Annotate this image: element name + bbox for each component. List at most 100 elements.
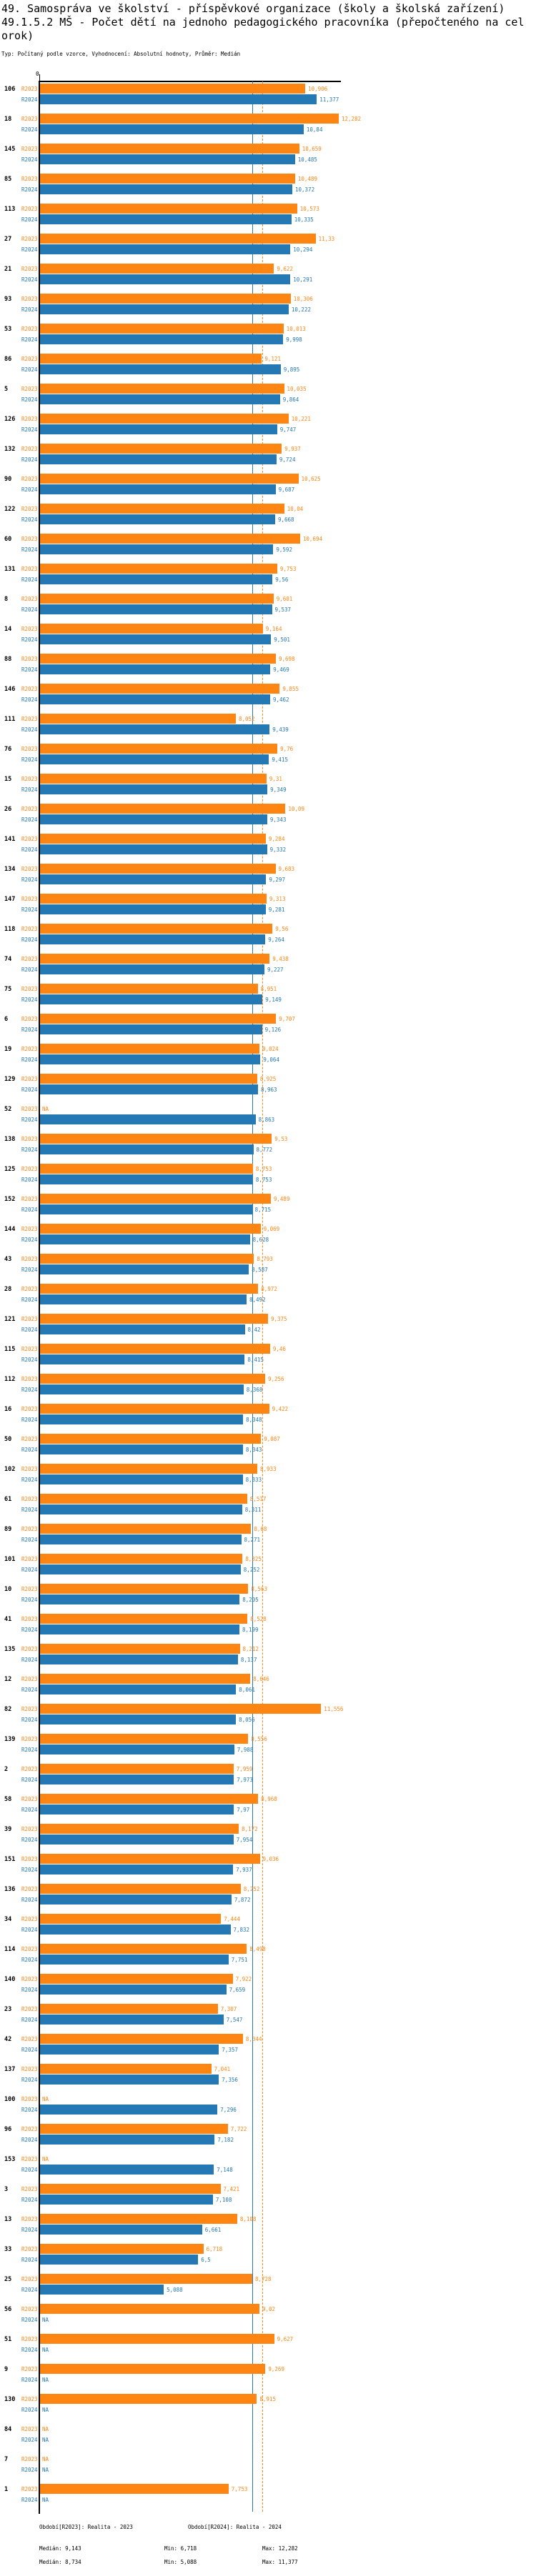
bar-group: 12 R2023 8,646 R2024 8,061	[0, 1673, 536, 1703]
series-label-r2023: R2023	[21, 2486, 38, 2492]
value-label-r2024: 7,97	[237, 1807, 250, 1813]
value-label-r2024: 8,963	[261, 1087, 277, 1093]
series-label-r2023: R2023	[21, 1826, 38, 1832]
group-id-label: 122	[4, 506, 16, 513]
group-id-label: 115	[4, 1346, 16, 1353]
series-label-r2023: R2023	[21, 86, 38, 92]
value-label-r2024: 8,368	[246, 1387, 263, 1393]
series-label-r2023: R2023	[21, 1646, 38, 1652]
group-id-label: 41	[4, 1616, 12, 1623]
group-id-label: 1	[4, 2486, 9, 2493]
value-label-r2024: 9,415	[272, 757, 288, 763]
bar-r2024	[40, 634, 272, 644]
value-label-r2023: 9,707	[279, 1016, 295, 1022]
bar-r2023	[40, 894, 267, 904]
value-label-r2024: 9,343	[269, 817, 287, 823]
bar-r2024	[40, 1804, 234, 1814]
series-label-r2024: R2024	[21, 847, 38, 853]
bar-r2023	[40, 1764, 234, 1774]
group-id-label: 27	[4, 236, 12, 243]
value-label-r2023: 9,683	[278, 866, 295, 872]
bar-group: 101 R2023 8,325 R2024 8,252	[0, 1553, 536, 1583]
value-label-r2024: 9,462	[273, 697, 289, 703]
group-id-label: 16	[4, 1406, 12, 1413]
value-label-r2024: 8,343	[245, 1447, 262, 1453]
bar-group: 122 R2023 10,04 R2024 9,668	[0, 503, 536, 533]
bar-group: 138 R2023 9,53 R2024 8,772	[0, 1133, 536, 1163]
bar-group: 145 R2023 10,659 R2024 10,485	[0, 143, 536, 173]
bar-r2024	[40, 784, 268, 794]
series-label-r2023: R2023	[21, 1436, 38, 1442]
value-label-r2023: 8,753	[255, 1166, 272, 1172]
series-label-r2024: R2024	[21, 1297, 38, 1303]
bar-group: 43 R2023 8,793 R2024 8,587	[0, 1253, 536, 1283]
bar-r2024	[40, 94, 317, 104]
group-id-label: 13	[4, 2216, 12, 2223]
series-label-r2023: R2023	[21, 746, 38, 752]
x-axis-line	[39, 81, 341, 82]
value-label-r2024: 10,84	[306, 126, 323, 133]
series-label-r2024: R2024	[21, 1267, 38, 1273]
bar-r2023	[40, 1374, 265, 1384]
bar-group: 3 R2023 7,421 R2024 7,108	[0, 2183, 536, 2213]
value-label-r2024: 7,182	[217, 2137, 234, 2143]
group-id-label: 101	[4, 1556, 16, 1563]
bar-group: 8 R2023 9,601 R2024 9,537	[0, 593, 536, 623]
series-label-r2023: R2023	[21, 1736, 38, 1742]
series-label-r2024: R2024	[21, 1897, 38, 1903]
value-label-r2024: 9,297	[269, 877, 285, 883]
value-label-r2024: 7,988	[237, 1747, 254, 1753]
series-label-r2023: R2023	[21, 176, 38, 182]
series-label-r2023: R2023	[21, 656, 38, 662]
series-label-r2024: R2024	[21, 1807, 38, 1813]
bar-r2024	[40, 2105, 218, 2115]
series-label-r2023: R2023	[21, 626, 38, 632]
na-label-r2023: NA	[42, 2456, 49, 2462]
value-label-r2024: 9,501	[274, 636, 290, 643]
group-id-label: 52	[4, 1106, 12, 1113]
group-id-label: 61	[4, 1496, 12, 1503]
bar-r2023	[40, 1194, 271, 1204]
group-id-label: 130	[4, 2396, 16, 2403]
group-id-label: 7	[4, 2456, 9, 2463]
bar-group: 93 R2023 10,306 R2024 10,222	[0, 293, 536, 323]
group-id-label: 5	[4, 386, 9, 393]
value-label-r2024: 9,687	[278, 486, 295, 493]
value-label-r2023: 7,307	[220, 2006, 237, 2012]
value-label-r2023: 8,528	[250, 1616, 267, 1622]
bar-r2023	[40, 384, 284, 394]
value-label-r2023: 7,041	[214, 2066, 231, 2072]
group-id-label: 28	[4, 1286, 12, 1293]
bar-r2023	[40, 2244, 204, 2254]
bar-group: 146 R2023 9,855 R2024 9,462	[0, 683, 536, 713]
series-label-r2024: R2024	[21, 1987, 38, 1993]
bar-r2024	[40, 1774, 234, 1784]
value-label-r2023: 8,172	[242, 1826, 258, 1832]
bar-r2023	[40, 1254, 254, 1264]
value-label-r2023: 8,915	[259, 2396, 276, 2402]
series-label-r2023: R2023	[21, 2306, 38, 2312]
series-label-r2023: R2023	[21, 476, 38, 482]
series-label-r2023: R2023	[21, 1526, 38, 1532]
group-id-label: 42	[4, 2036, 12, 2043]
stat-median-r2023: Medián: 9,143	[39, 2545, 81, 2552]
bar-r2024	[40, 1324, 245, 1334]
value-label-r2023: 9,121	[264, 356, 281, 362]
series-label-r2024: R2024	[21, 1717, 38, 1723]
value-label-r2023: 6,718	[206, 2246, 223, 2252]
group-id-label: 56	[4, 2306, 12, 2313]
series-label-r2024: R2024	[21, 1657, 38, 1663]
stat-max-r2023: Max: 12,282	[262, 2545, 298, 2552]
series-label-r2024: R2024	[21, 1597, 38, 1603]
bar-r2024	[40, 544, 274, 554]
series-label-r2024: R2024	[21, 937, 38, 943]
value-label-r2024: 8,42	[247, 1327, 261, 1333]
bar-group: 60 R2023 10,694 R2024 9,592	[0, 533, 536, 563]
bar-r2024	[40, 844, 267, 854]
bar-group: 131 R2023 9,753 R2024 9,56	[0, 563, 536, 593]
value-label-r2023: 9,698	[279, 656, 295, 662]
series-label-r2023: R2023	[21, 116, 38, 122]
bar-r2024	[40, 1594, 240, 1604]
group-id-label: 6	[4, 1016, 9, 1023]
series-label-r2024: R2024	[21, 1087, 38, 1093]
